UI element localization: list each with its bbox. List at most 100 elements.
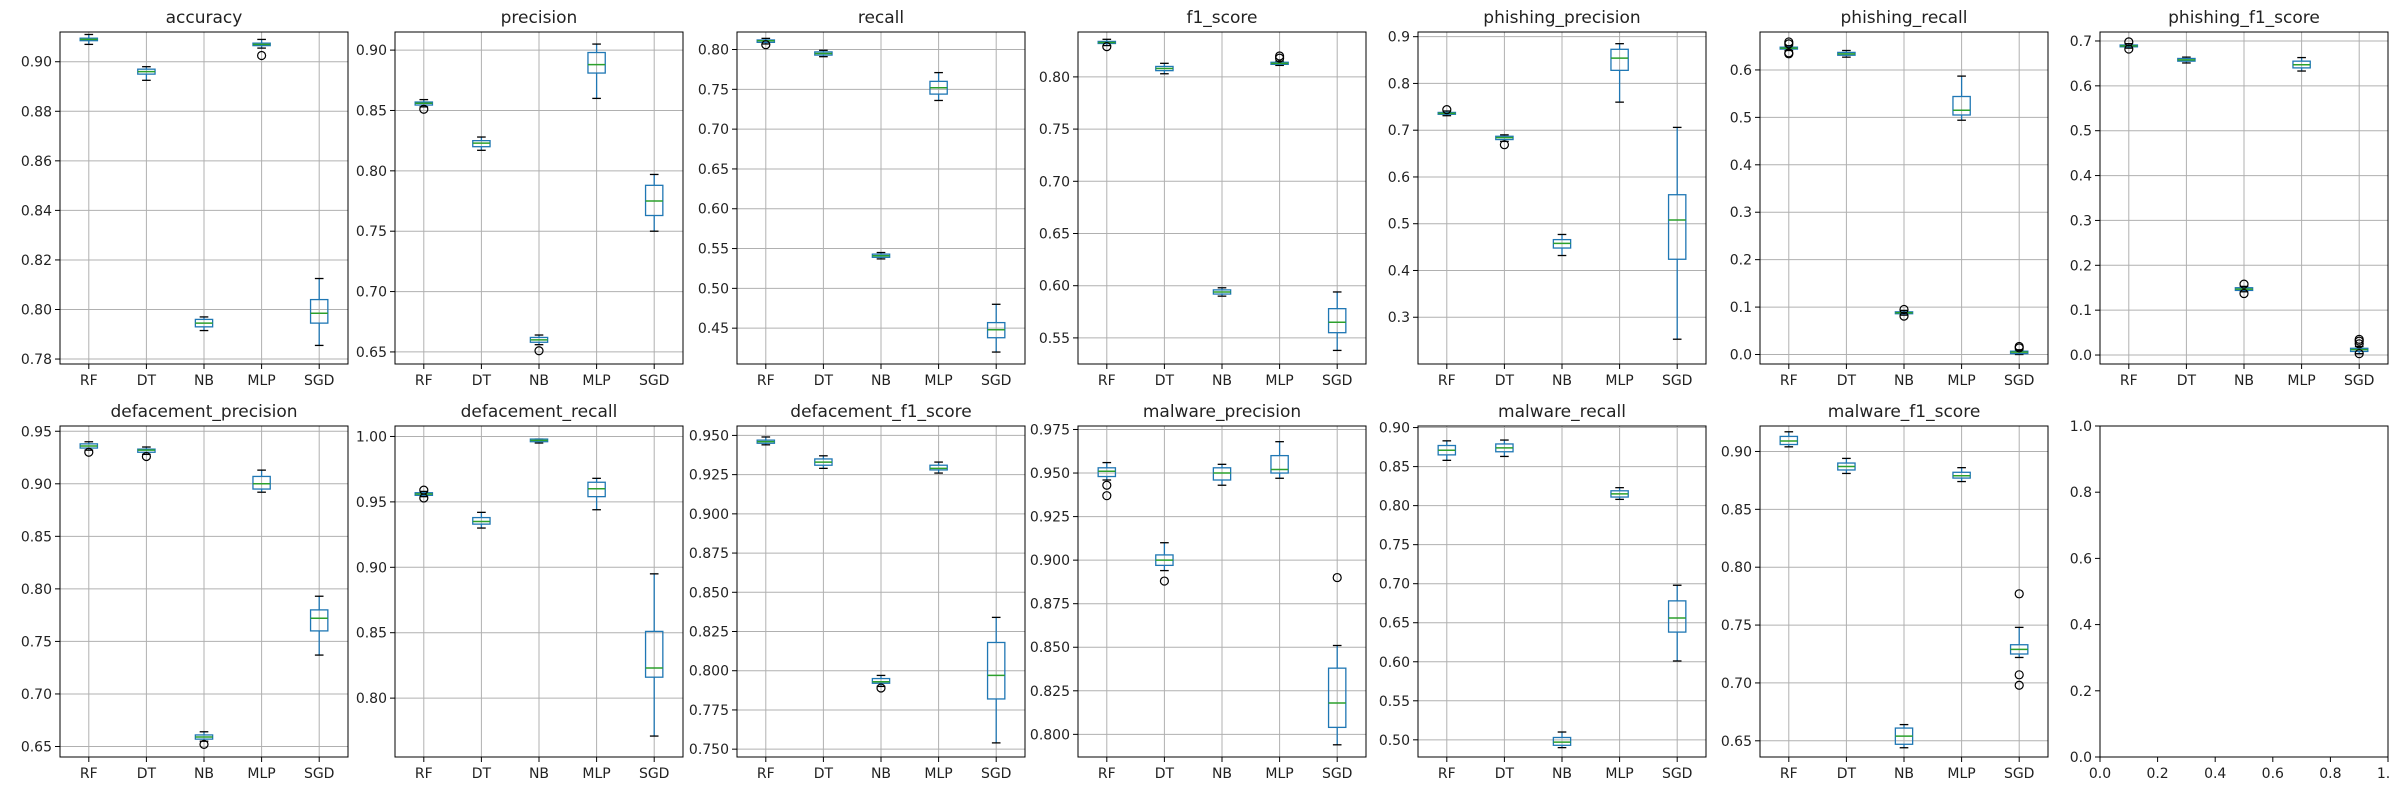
outlier-point [2239, 288, 2249, 299]
y-tick-label: 0.85 [1721, 502, 1752, 518]
y-tick-label: 0.75 [356, 224, 387, 240]
box-MLP [587, 43, 606, 100]
y-tick-label: 0.0 [2070, 750, 2092, 766]
x-tick-label-SGD: SGD [1662, 373, 1693, 389]
x-tick-label-NB: NB [871, 373, 891, 389]
x-tick-label-SGD: SGD [304, 373, 335, 389]
y-tick-label: 0.60 [698, 202, 729, 218]
outlier-point [1499, 140, 1510, 150]
axes-frame [1759, 425, 2049, 758]
y-tick-label: 0.85 [356, 626, 387, 642]
x-tick-label-MLP: MLP [1265, 766, 1293, 782]
x-tick-label-MLP: MLP [1947, 373, 1975, 389]
subplot-title: malware_f1_score [1828, 402, 1981, 422]
x-tick-label-DT: DT [1837, 373, 1857, 389]
axes-frame [736, 31, 1026, 365]
x-tick-label: 0.6 [2262, 766, 2284, 782]
box-MLP [252, 469, 271, 493]
y-tick-label: 1.00 [356, 429, 387, 445]
subplot-defacement_f1_score: 0.750 0.775 0.800 0.825 0.850 0.875 0.900 0.925… [689, 402, 1026, 782]
y-tick-label: 0.65 [21, 739, 52, 755]
box-NB [1552, 233, 1572, 257]
box-MLP [929, 71, 948, 102]
box-RF [1437, 440, 1457, 461]
y-tick-label: 0.4 [1388, 263, 1410, 279]
y-tick-label: 0.3 [2070, 213, 2092, 229]
box-MLP [1610, 487, 1629, 501]
box-RF [1779, 37, 1799, 59]
subplot-recall: 0.45 0.50 0.55 0.60 0.65 0.70 0.75 0.80 RF DT NB ML… [698, 8, 1026, 389]
box-NB [871, 674, 891, 693]
y-tick-label: 0.1 [1730, 300, 1752, 316]
x-tick-label-MLP: MLP [1605, 373, 1633, 389]
x-tick-label-DT: DT [1155, 373, 1175, 389]
y-tick-label: 0.90 [21, 55, 52, 71]
outlier-point [1159, 576, 1170, 586]
iqr-box [1212, 467, 1232, 481]
subplot-phishing_recall: 0.0 0.1 0.2 0.3 0.4 0.5 0.6 RF DT NB MLP SGD phishin… [1730, 8, 2049, 389]
outlier-point [141, 451, 151, 462]
x-tick-label: 1.0 [2377, 766, 2390, 782]
iqr-box [871, 677, 891, 684]
iqr-box [587, 51, 606, 74]
iqr-box [644, 630, 664, 678]
y-tick-label: 0.2 [1730, 253, 1752, 269]
x-tick-label-RF: RF [1438, 766, 1456, 782]
subplot-title: recall [858, 8, 904, 28]
box-RF [1097, 461, 1117, 501]
y-tick-label: 0.60 [1379, 655, 1410, 671]
y-tick-label: 0.78 [21, 352, 52, 368]
subplot-title: phishing_f1_score [2168, 8, 2320, 28]
x-tick-label-DT: DT [814, 766, 834, 782]
outlier-point [1899, 311, 1909, 321]
y-tick-label: 0.80 [698, 43, 729, 59]
y-tick-label: 0.7 [2070, 34, 2092, 50]
box-NB [194, 731, 214, 749]
x-tick-label-NB: NB [1894, 373, 1914, 389]
y-tick-label: 0.84 [21, 203, 52, 219]
y-tick-label: 0.0 [1730, 348, 1752, 364]
outlier-point [1102, 480, 1112, 490]
box-SGD [1327, 572, 1347, 746]
x-tick-label-NB: NB [1212, 766, 1232, 782]
x-tick-label: 0.0 [2089, 766, 2111, 782]
box-DT [814, 49, 833, 58]
iqr-box [1270, 454, 1289, 474]
y-tick-label: 0.90 [1721, 444, 1752, 460]
y-tick-label: 0.90 [1379, 421, 1410, 437]
y-tick-label: 0.5 [1730, 110, 1752, 126]
y-tick-label: 0.5 [1388, 217, 1410, 233]
y-tick-label: 0.90 [356, 560, 387, 576]
x-tick-label-MLP: MLP [1947, 766, 1975, 782]
y-tick-label: 0.95 [356, 495, 387, 511]
iqr-box [929, 464, 948, 471]
y-tick-label: 0.4 [2070, 169, 2092, 185]
subplot-malware_f1_score: 0.65 0.70 0.75 0.80 0.85 0.90 RF DT NB MLP SGD malw… [1721, 402, 2049, 782]
y-tick-label: 0.6 [1730, 63, 1752, 79]
x-tick-label-MLP: MLP [1605, 766, 1633, 782]
outlier-point [2124, 37, 2134, 47]
x-tick-label-NB: NB [2234, 373, 2254, 389]
x-tick-label-SGD: SGD [1322, 766, 1353, 782]
y-tick-label: 0.70 [698, 122, 729, 138]
outlier-point [2014, 680, 2024, 690]
box-SGD [1667, 126, 1687, 340]
y-tick-label: 0.6 [2070, 551, 2092, 567]
x-tick-label-NB: NB [1212, 373, 1232, 389]
box-SGD [2009, 341, 2029, 356]
box-MLP [2292, 56, 2311, 72]
y-tick-label: 0.80 [356, 164, 387, 180]
box-NB [1212, 287, 1232, 297]
box-RF [414, 485, 434, 503]
x-tick-label-RF: RF [415, 373, 433, 389]
x-tick-label-DT: DT [1837, 766, 1857, 782]
y-tick-label: 0.65 [1039, 226, 1070, 242]
y-tick-label: 0.90 [356, 43, 387, 59]
y-tick-label: 0.800 [1030, 727, 1070, 743]
x-tick-label: 0.2 [2146, 766, 2168, 782]
y-tick-label: 0.86 [21, 154, 52, 170]
y-tick-label: 0.850 [1030, 640, 1070, 656]
box-DT [1837, 49, 1856, 58]
x-tick-label-MLP: MLP [2287, 373, 2315, 389]
subplot-malware_recall: 0.50 0.55 0.60 0.65 0.70 0.75 0.80 0.85 0.90 RF DT… [1379, 402, 1707, 782]
